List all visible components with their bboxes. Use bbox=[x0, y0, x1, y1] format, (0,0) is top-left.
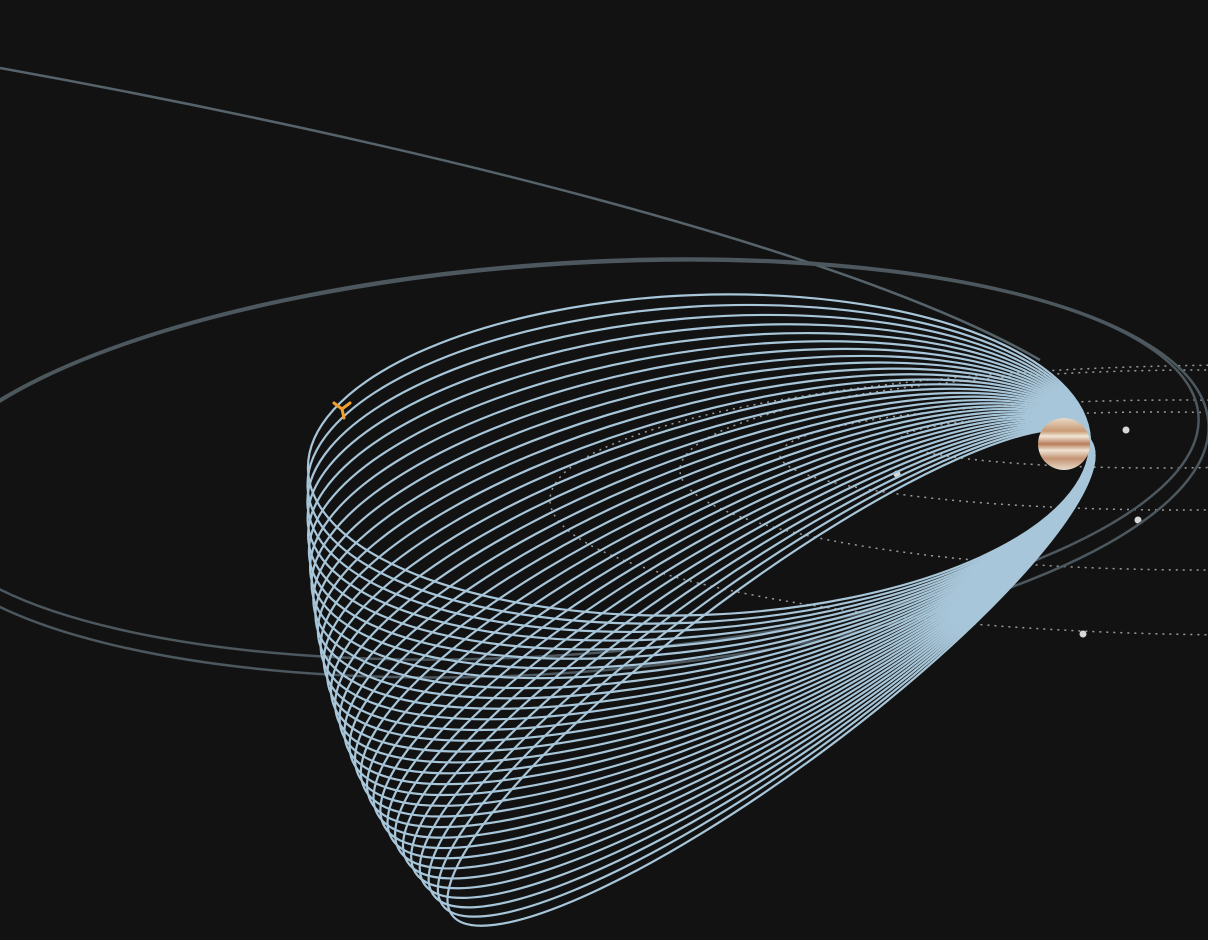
moon-orbits bbox=[549, 364, 1208, 638]
approach-orbit bbox=[0, 66, 1041, 362]
capture-orbit bbox=[0, 259, 1200, 661]
jupiter bbox=[1038, 418, 1090, 470]
approach-orbits bbox=[0, 66, 1208, 679]
moon bbox=[1122, 426, 1130, 434]
science-orbit bbox=[446, 428, 1096, 927]
moon bbox=[1079, 630, 1087, 638]
capture-orbit bbox=[0, 257, 1208, 679]
science-orbits bbox=[306, 293, 1096, 927]
spacecraft bbox=[332, 401, 352, 420]
moon-orbit bbox=[779, 399, 1208, 511]
moon bbox=[1134, 516, 1142, 524]
